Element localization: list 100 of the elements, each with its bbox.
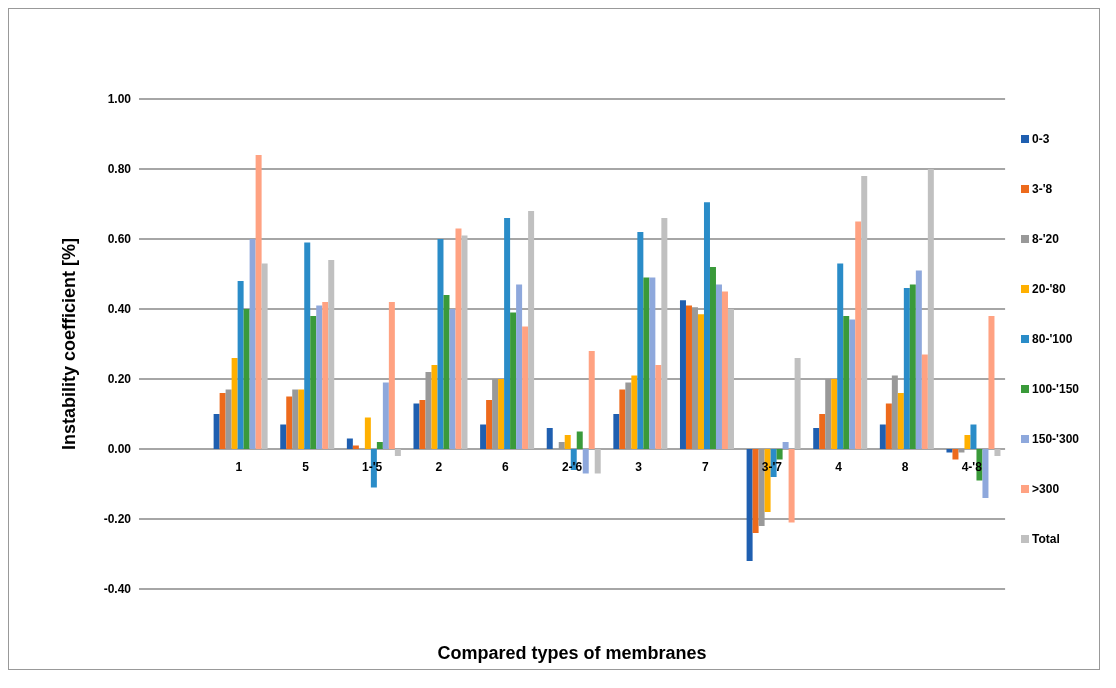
y-tick-label: 0.60 [107,232,132,247]
bar [927,169,934,449]
bar [594,449,601,474]
y-tick-label: 0.20 [107,372,132,387]
bar [994,449,1001,456]
bar [952,449,959,460]
bar [849,319,856,449]
bar [443,295,450,449]
bar [237,281,244,449]
bar [988,316,995,449]
bar [498,379,505,449]
bar [310,316,317,449]
legend-label: 20-'80 [1032,282,1066,296]
bar [449,309,456,449]
bar [346,438,353,449]
bar [582,449,589,474]
bar [522,326,529,449]
bar [437,239,444,449]
bar [219,393,226,449]
y-tick-label: -0.20 [103,512,132,527]
bar [486,400,493,449]
bar [782,442,789,449]
legend-label: 8-'20 [1032,232,1059,246]
bar [413,403,420,449]
bar [631,375,638,449]
bar [231,358,238,449]
bar [831,379,838,449]
bar [709,267,716,449]
bar [970,424,977,449]
bar [419,400,426,449]
bar [776,449,783,460]
bar [691,307,698,449]
bar [558,442,565,449]
x-tick-label: 4 [835,460,843,474]
bar [564,435,571,449]
bar [243,309,250,449]
bar [649,277,656,449]
bar [376,442,383,449]
bar [213,414,220,449]
x-tick-label: 3 [635,460,643,474]
bar [982,449,989,498]
bar [261,263,268,449]
bar [576,431,583,449]
bar [727,309,734,449]
bar [813,428,820,449]
bar [528,211,535,449]
y-tick-label: -0.40 [103,582,132,597]
bar [891,375,898,449]
bar [364,417,371,449]
bar [879,424,886,449]
legend-label: 3-'8 [1032,182,1053,196]
bar [322,302,329,449]
bar [249,239,256,449]
bar [382,382,389,449]
bar [316,305,323,449]
bar [715,284,722,449]
bar [225,389,232,449]
bar [721,291,728,449]
legend-label: 150-'300 [1032,432,1079,446]
bar [461,235,468,449]
bar [643,277,650,449]
bar [788,449,795,523]
x-tick-label: 3-'7 [761,460,783,474]
bar [328,260,335,449]
bar [946,449,953,453]
x-tick-label: 1 [235,460,243,474]
bar [897,393,904,449]
bar [697,314,704,449]
bar [625,382,632,449]
bar [885,403,892,449]
bar [837,263,844,449]
y-axis-title: Instability coefficient [%] [59,237,80,451]
x-tick-label: 5 [302,460,310,474]
bar [964,435,971,449]
bar [861,176,868,449]
bar [855,221,862,449]
bar [903,288,910,449]
bar [431,365,438,449]
bar [685,305,692,449]
x-tick-label: 7 [701,460,709,474]
bar [298,389,305,449]
x-tick-label: 2-'6 [561,460,583,474]
x-axis-title: Compared types of membranes [437,643,707,663]
bar [510,312,517,449]
bar [921,354,928,449]
bar [304,242,311,449]
bar [637,232,644,449]
bar [388,302,395,449]
bar [915,270,922,449]
legend-label: 0-3 [1032,132,1050,146]
legend-label: >300 [1032,482,1060,496]
x-tick-label: 6 [502,460,510,474]
bar [746,449,753,561]
bar [546,428,553,449]
bar [455,228,462,449]
bar [613,414,620,449]
x-tick-label: 2 [435,460,443,474]
y-tick-label: 1.00 [107,92,132,107]
legend-label: 80-'100 [1032,332,1073,346]
bar [588,351,595,449]
